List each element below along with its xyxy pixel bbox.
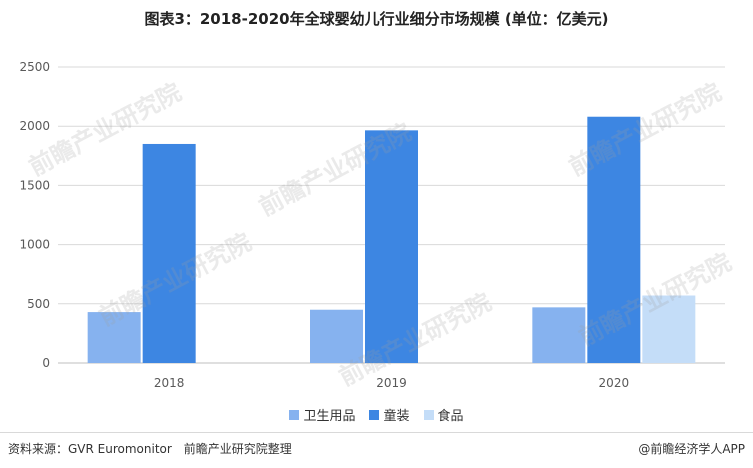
bar-2020-0 (532, 307, 586, 363)
legend: 卫生用品 童装 食品 (0, 405, 753, 424)
y-tick-label: 2500 (19, 60, 50, 74)
legend-swatch (289, 409, 300, 420)
legend-item: 卫生用品 (289, 405, 355, 424)
y-axis-ticks: 0 500 1000 1500 2000 2500 (19, 60, 50, 370)
legend-swatch (369, 409, 380, 420)
bar-2018-1 (142, 143, 196, 363)
footer-divider (0, 432, 753, 433)
y-tick-label: 0 (42, 356, 50, 370)
bar-2019-0 (310, 309, 363, 363)
y-tick-label: 1000 (19, 238, 50, 252)
x-axis-ticks: 2018 2019 2020 (154, 376, 629, 390)
y-tick-label: 1500 (19, 178, 50, 192)
source-note: 资料来源：GVR Euromonitor 前瞻产业研究院整理 (8, 442, 292, 456)
legend-item: 食品 (423, 405, 464, 424)
bar-2019-1 (365, 130, 418, 363)
legend-label: 童装 (383, 409, 410, 424)
bars (87, 116, 696, 363)
x-tick-label: 2020 (599, 376, 630, 390)
x-tick-label: 2018 (154, 376, 185, 390)
legend-item: 童装 (369, 405, 410, 424)
y-tick-label: 500 (27, 297, 50, 311)
credit-note: @前瞻经济学人APP (638, 442, 745, 456)
y-tick-label: 2000 (19, 119, 50, 133)
legend-swatch (423, 409, 434, 420)
bar-2020-1 (587, 116, 641, 363)
chart-title: 图表3：2018-2020年全球婴幼儿行业细分市场规模 (单位：亿美元) (144, 10, 609, 28)
legend-label: 卫生用品 (303, 409, 356, 424)
bar-2018-0 (87, 312, 141, 363)
x-tick-label: 2019 (376, 376, 407, 390)
bar-chart: 0 500 1000 1500 2000 2500 2018 2019 2020 (19, 60, 725, 390)
bar-2020-2 (642, 295, 696, 363)
legend-label: 食品 (437, 409, 464, 424)
